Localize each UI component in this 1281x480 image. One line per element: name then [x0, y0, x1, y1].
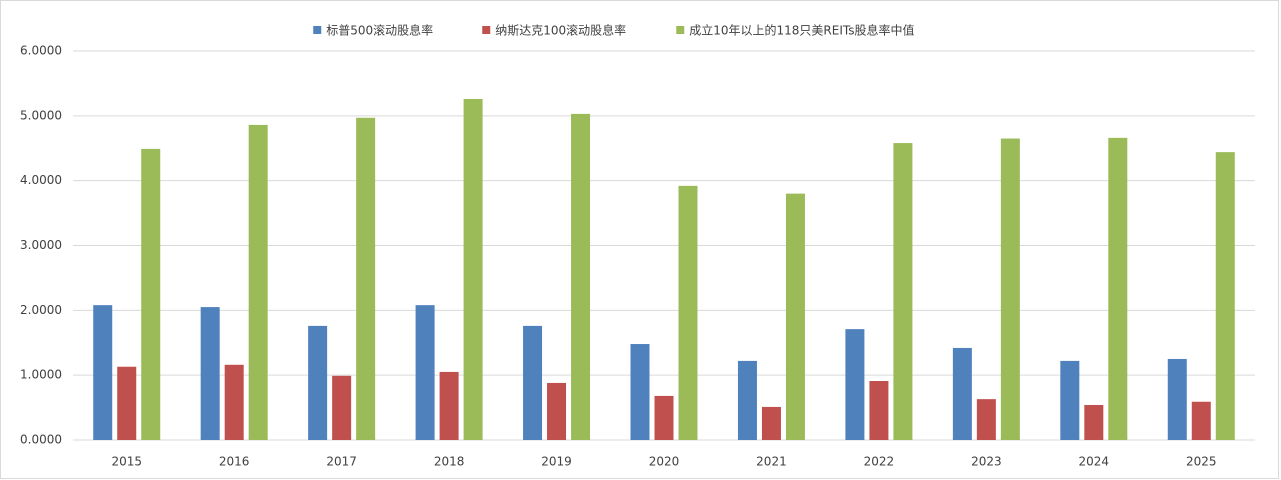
legend-label: 成立10年以上的118只美REITs股息率中值	[689, 23, 914, 38]
x-tick-label: 2022	[864, 455, 895, 469]
bar	[248, 124, 268, 440]
bar	[1084, 404, 1104, 440]
bar	[439, 371, 459, 440]
bar	[976, 399, 996, 440]
bar	[141, 148, 161, 441]
legend-label: 纳斯达克100滚动股息率	[495, 23, 626, 38]
bar	[654, 395, 674, 440]
y-tick-label: 2.0000	[20, 303, 62, 317]
bar	[308, 325, 328, 440]
x-tick-label: 2020	[649, 455, 680, 469]
bar	[845, 329, 865, 440]
bar	[1167, 358, 1187, 440]
bar	[952, 347, 972, 440]
bar	[785, 193, 805, 440]
bar	[224, 364, 244, 440]
legend-swatch	[313, 26, 322, 34]
bar	[200, 307, 220, 440]
bar	[1000, 138, 1020, 440]
bar	[547, 382, 567, 440]
y-tick-label: 5.0000	[20, 108, 62, 122]
legend-swatch	[676, 26, 685, 34]
bar	[356, 117, 376, 441]
y-tick-label: 4.0000	[20, 173, 62, 187]
bar	[523, 325, 543, 440]
bar	[630, 344, 650, 440]
legend-label: 标普500滚动股息率	[326, 23, 433, 38]
bar	[1060, 360, 1080, 440]
x-tick-label: 2019	[541, 455, 572, 469]
x-tick-label: 2018	[434, 455, 465, 469]
legend-swatch	[482, 26, 491, 34]
bar	[93, 305, 113, 440]
x-tick-label: 2024	[1079, 455, 1110, 469]
x-tick-label: 2023	[971, 455, 1002, 469]
bar	[869, 381, 889, 440]
bar	[1191, 401, 1211, 440]
y-tick-label: 0.0000	[20, 433, 62, 447]
bar	[893, 143, 913, 440]
x-tick-label: 2021	[756, 455, 787, 469]
bar	[117, 366, 137, 440]
bar	[463, 98, 483, 440]
x-tick-label: 2016	[219, 455, 250, 469]
y-tick-label: 3.0000	[20, 238, 62, 252]
bar	[761, 406, 781, 440]
x-tick-label: 2017	[326, 455, 357, 469]
bar	[1215, 152, 1235, 440]
bar	[332, 375, 352, 440]
x-tick-label: 2015	[111, 455, 142, 469]
bar	[571, 113, 591, 440]
bar	[737, 360, 757, 440]
y-tick-label: 6.0000	[20, 44, 62, 58]
bar	[1108, 137, 1128, 441]
x-tick-label: 2025	[1186, 455, 1217, 469]
y-tick-label: 1.0000	[20, 368, 62, 382]
bar	[415, 305, 435, 440]
bar	[678, 185, 698, 440]
